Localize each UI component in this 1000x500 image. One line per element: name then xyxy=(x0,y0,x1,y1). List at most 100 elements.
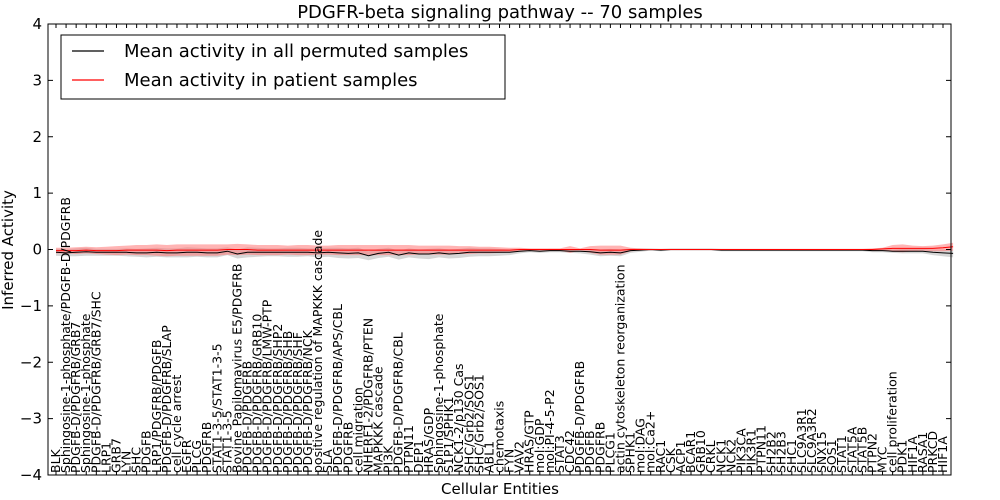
x-tick-label: PLCG1 xyxy=(602,432,617,473)
x-tick-label: SLC9A3R2 xyxy=(804,408,819,473)
x-tick-label: S1P1/SPHK1 xyxy=(441,396,456,473)
x-tick-label: mol:PI-4-5-P2 xyxy=(542,389,557,473)
x-tick-label: PDGFB-D/PDGFRB/SHB xyxy=(280,331,295,473)
x-tick-label: SHC/Grb2/SOS1 xyxy=(461,374,476,473)
x-tick-label: PDGFB-D/PDGFRB/SHP2 xyxy=(270,324,285,473)
x-tick-label: SHC xyxy=(129,447,144,473)
series-line-permuted xyxy=(55,248,954,257)
x-tick-label: ACP1 xyxy=(673,440,688,473)
x-tick-label: SH2B2 xyxy=(764,431,779,473)
x-tick-label: SHC1 xyxy=(784,439,799,473)
x-tick-label: Sphingosine-1-phosphate/PDGFB-D/PDGFRB xyxy=(58,197,73,473)
y-tick-label: 1 xyxy=(32,184,42,202)
x-tick-label: PDGFB-D/PDGFRB/NCK xyxy=(300,329,315,473)
x-tick-label: STAT3 xyxy=(552,435,567,473)
x-tick-label: PDGFB-D/PDGFRB/LMW-PTP xyxy=(260,299,275,473)
y-tick-label: −3 xyxy=(20,410,42,428)
x-tick-label: PDGFRB xyxy=(340,422,355,473)
x-tick-label: cell cycle arrest xyxy=(169,375,184,473)
y-tick-label: 4 xyxy=(32,15,42,33)
x-tick-labels: BLKSphingosine-1-phosphate/PDGFB-D/PDGFR… xyxy=(48,197,950,473)
x-tick-label: HRAS/GTP xyxy=(522,410,537,473)
x-tick-label: PDGFB-D/PDGFRB/SLAP xyxy=(159,325,174,473)
legend-label-patient: Mean activity in patient samples xyxy=(124,70,418,91)
x-tick-label: SNX15 xyxy=(814,431,829,473)
x-tick-label: PDGFB-D/PDGFRB/GRB7/SHC xyxy=(88,291,103,473)
patient-band xyxy=(56,242,954,257)
x-tick-label: NHERF1-2/PDGFRB/PTEN xyxy=(360,318,375,473)
x-tick-label: PDGFB-D/PDGFRB xyxy=(572,361,587,473)
x-tick-label: PDGFB xyxy=(139,430,154,473)
x-tick-label: positive regulation of MAPKKK cascade xyxy=(310,230,325,473)
x-tick-label: PDGFB xyxy=(582,430,597,473)
x-tick-label: SLC9A3R1 xyxy=(794,408,809,473)
y-tick-label: 3 xyxy=(32,71,42,89)
x-tick-label: ABL1 xyxy=(481,441,496,473)
x-tick-label: SH2B3 xyxy=(774,431,789,473)
x-tick-label: NCK1 xyxy=(713,439,728,473)
x-tick-label: PRKCD xyxy=(925,431,940,473)
x-tick-label: PTPN11 xyxy=(754,425,769,473)
x-tick-label: STAT1 xyxy=(834,435,849,473)
y-tick-label: −2 xyxy=(20,353,42,371)
x-tick-label: MYC xyxy=(875,446,890,473)
x-tick-label: cell migration xyxy=(350,387,365,473)
y-tick-label: −4 xyxy=(20,466,42,484)
x-ticks xyxy=(55,24,944,475)
x-tick-label: BLK xyxy=(48,448,63,473)
y-tick-label: 2 xyxy=(32,128,42,146)
x-tick-label: NCK1-2/p130 Cas xyxy=(451,363,466,473)
x-tick-label: Sphingosine-1-phosphate xyxy=(78,313,93,473)
x-tick-label: SPHK1 xyxy=(623,432,638,473)
x-tick-label: PDGFB-D/PDGFRB/GRB10 xyxy=(250,314,265,473)
y-axis: −4 −3 −2 −1 0 1 2 3 4 xyxy=(20,15,951,484)
x-tick-label: Bovine Papilomavirus E5/PDGFRB xyxy=(229,264,244,473)
y-tick-label: −1 xyxy=(20,297,42,315)
x-tick-label: SOS1 xyxy=(824,439,839,473)
x-tick-label: PIK3CA xyxy=(733,428,748,473)
x-tick-label: LRP1/PDGFRB/PDGFB xyxy=(149,340,164,473)
x-tick-label: RAC1 xyxy=(653,440,668,473)
x-tick-label: PI3K xyxy=(381,445,396,473)
x-tick-label: MAPKKK cascade xyxy=(371,366,386,473)
x-tick-label: BCAR1 xyxy=(683,431,698,473)
legend-box xyxy=(60,34,506,100)
x-tick-label: VAV2 xyxy=(512,441,527,473)
y-tick-label: 0 xyxy=(32,241,42,259)
x-tick-label: PTPN11 xyxy=(401,425,416,473)
x-tick-label: LYN xyxy=(119,451,134,473)
x-tick-label: STAT5A xyxy=(844,426,859,473)
x-tick-label: PDGFRB xyxy=(199,422,214,473)
x-tick-label: LRP1 xyxy=(98,442,113,473)
x-tick-label: PDGFB-D/PDGFRB/GRB7 xyxy=(68,322,83,473)
x-tick-label: SLA xyxy=(320,449,335,473)
x-tick-label: HRAS/GDP xyxy=(421,407,436,473)
x-tick-label: mol:GDP xyxy=(532,418,547,473)
x-tick-label: cell proliferation xyxy=(885,371,900,473)
x-tick-label: PLCG xyxy=(189,440,204,473)
x-tick-label: actin cytoskeleton reorganization xyxy=(612,264,627,473)
legend-label-permuted: Mean activity in all permuted samples xyxy=(124,41,468,62)
x-tick-label: PIK3R1 xyxy=(743,429,758,473)
x-tick-label: HIF1A xyxy=(905,436,920,473)
x-tick-label: HIF1A xyxy=(935,436,950,473)
x-tick-label: PDGFRB xyxy=(592,422,607,473)
x-axis-label: Cellular Entities xyxy=(441,480,559,498)
x-tick-label: CRKL xyxy=(703,440,718,473)
x-tick-label: RASA1 xyxy=(915,432,930,473)
x-tick-label: mol:Ca2+ xyxy=(643,411,658,473)
x-tick-label: chemotaxis xyxy=(492,401,507,473)
x-tick-label: PDGFB-D/PDGFRB/CBL xyxy=(391,332,406,473)
x-tick-label: SHC/Grb2/SOS1 xyxy=(471,374,486,473)
y-axis-label: Inferred Activity xyxy=(0,190,17,310)
x-tick-label: PDGFB-D/PDGFRB xyxy=(240,361,255,473)
legend: Mean activity in all permuted samples Me… xyxy=(60,34,506,100)
x-tick-label: PDGFB-D/PDGFRB/SHF xyxy=(290,332,305,473)
x-tick-label: EGFR xyxy=(179,439,194,473)
x-tick-label: STAT1-3-5 xyxy=(219,410,234,473)
x-tick-label: PDK1 xyxy=(895,440,910,473)
x-tick-label: PDGFB-D/PDGFRB/APS/CBL xyxy=(330,304,345,473)
x-tick-label: STAT5B xyxy=(854,427,869,473)
chart-title: PDGFR-beta signaling pathway -- 70 sampl… xyxy=(297,2,703,23)
